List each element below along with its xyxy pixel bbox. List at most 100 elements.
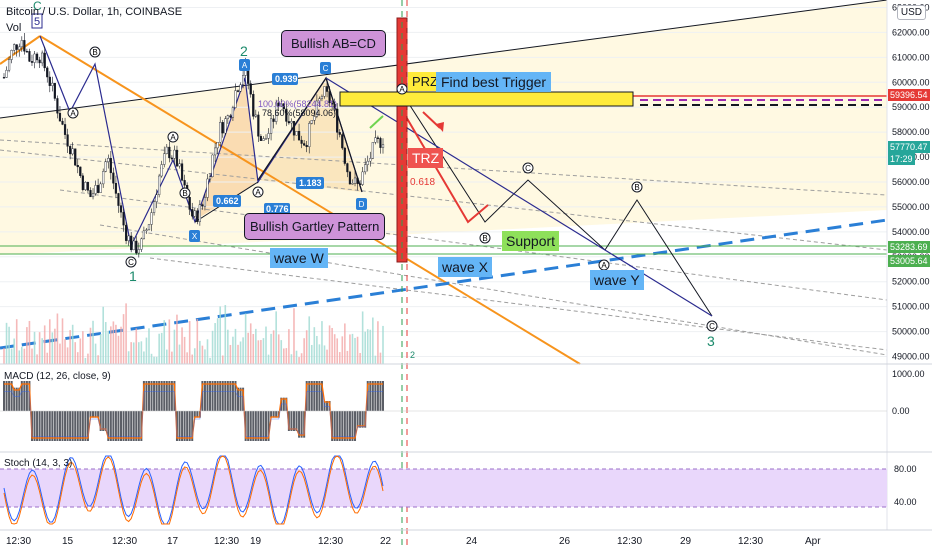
volume-bar [163,320,166,364]
macd-hist-bar [259,411,262,441]
candle-body [23,40,26,52]
macd-hist-bar [270,411,273,418]
volume-bar [232,336,234,364]
volume-bar [300,353,303,364]
volume-bar [239,341,242,364]
marker-c-blue-label: C [323,64,329,73]
fib-0662-bg [213,195,241,207]
candle-body [25,51,28,53]
red-arrow-small [422,111,441,129]
stoch-d-line [3,455,384,525]
candle-body [364,164,367,173]
marker-b-mid-label: B [182,189,187,198]
stoch-tick: 80.00 [894,464,917,474]
macd-hist-bar [196,411,199,418]
candle-body [320,96,324,99]
volume-bar [199,340,201,364]
candle-body [7,59,11,71]
candle-body [191,209,194,217]
marker-a-blue [239,59,250,71]
candle-body [275,102,278,122]
wave-x-label: wave X [438,257,492,277]
fib-1183: 1.183 [299,178,322,188]
volume-bar [188,321,191,364]
candle-body [219,122,222,143]
volume-bar [359,353,361,364]
candle-body [28,51,31,62]
candle-body [66,134,69,147]
candle-body [183,180,186,186]
volume-bar [33,331,36,364]
macd-hist-bar [186,411,189,441]
volume-bar [356,336,359,364]
volume-bar [23,348,26,364]
volume-bar [229,344,232,364]
price-tick: 60000.00 [892,77,930,87]
macd-hist-bar [15,387,18,411]
candle-body [361,171,364,185]
stoch-pane [3,455,384,525]
candle-body [18,46,21,50]
macd-hist-bar [99,411,102,431]
volume-bar [117,335,120,364]
currency-button[interactable]: USD [896,5,926,20]
volume-bar [160,332,163,364]
volume-bar [275,311,277,364]
candle-body [69,146,72,155]
volume-bar [196,318,199,364]
candle-body [310,120,313,124]
time-tick: 12:30 [112,536,137,547]
volume-bar [374,355,377,364]
volume-bar [181,327,183,364]
macd-hist-bar [275,411,278,418]
macd-line [4,391,383,437]
time-tick: 22 [380,536,392,547]
volume-bar [216,318,219,364]
candle-body [15,44,18,50]
volume-bar [204,349,206,364]
volume-bar [120,326,122,364]
volume-bar [282,348,285,364]
macd-hist-bar [267,411,270,441]
stoch-label: Stoch (14, 3, 3) [4,458,73,469]
candle-body [303,143,306,146]
candle-body [145,229,148,232]
macd-hist-bar [18,387,21,411]
candle-body [178,163,181,167]
candle-body [269,118,273,134]
candle-body [239,84,242,92]
macd-hist-bar [120,411,123,441]
macd-hist-bar [376,381,379,411]
volume-bar [349,334,351,364]
macd-hist-bar [104,411,107,431]
volume-bar [201,345,204,364]
volume-bar [102,306,105,364]
macd-hist-bar [226,381,229,411]
candle-body [221,122,224,134]
price-tick: 51000.00 [892,302,930,312]
candle-body [180,163,184,181]
macd-hist-bar [97,411,100,418]
macd-hist-bar [219,381,222,411]
volume-bar [140,341,143,364]
volume-bar [346,350,349,364]
macd-hist-bar [318,381,321,411]
candle-body [81,175,84,191]
candle-body [71,148,74,155]
marker-c-blue [320,62,331,74]
time-tick: 19 [250,536,262,547]
macd-hist-bar [315,381,318,411]
macd-hist-bar [310,381,313,411]
marker-c-proj-label: C [525,164,531,173]
green-arrow [369,115,384,129]
macd-hist-bar [25,381,28,411]
stoch-band [0,469,887,507]
candle-body [267,133,270,139]
time-tick: 12:30 [738,536,763,547]
macd-hist-bar [155,381,158,411]
price-tick: 54000.00 [892,227,930,237]
candle-body [369,158,372,162]
marker-c-bottom [125,256,137,268]
volume-bar [69,330,71,364]
